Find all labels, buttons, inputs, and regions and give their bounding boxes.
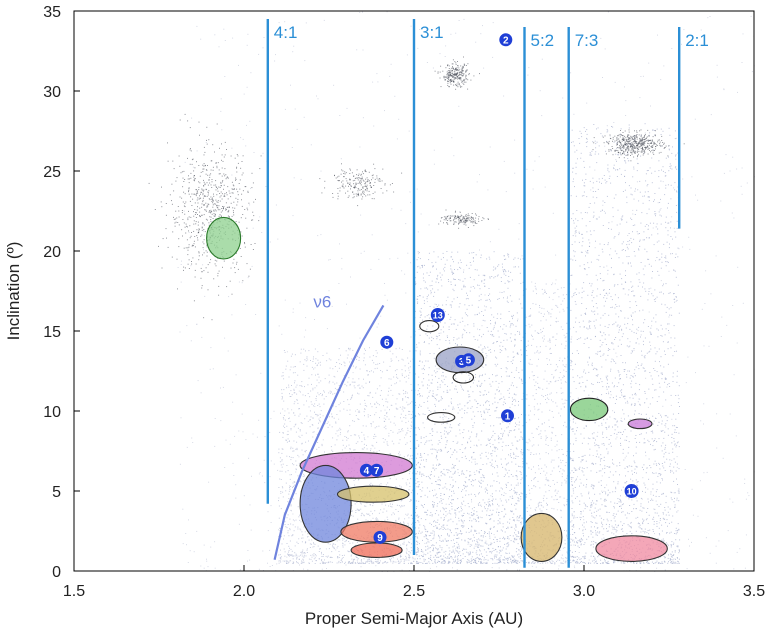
nu6-label: ν6 (313, 292, 331, 311)
y-tick-label: 25 (43, 164, 61, 181)
family-region-5 (351, 543, 402, 557)
x-tick-label: 2.5 (403, 583, 425, 600)
family-label-4: 4 (364, 466, 370, 477)
y-tick-label: 20 (43, 244, 61, 261)
resonance-label-2-1: 2:1 (685, 31, 709, 50)
family-label-13: 13 (433, 311, 443, 321)
asteroid-cloud (149, 11, 755, 572)
y-tick-label: 30 (43, 84, 61, 101)
family-region-10 (428, 413, 455, 423)
family-region-7 (420, 321, 439, 332)
family-label-1: 1 (505, 411, 511, 422)
family-label-9: 9 (377, 533, 383, 544)
x-tick-label: 2.0 (233, 583, 255, 600)
family-region-3 (338, 486, 409, 502)
x-tick-label: 3.0 (573, 583, 595, 600)
family-label-2: 2 (503, 35, 509, 46)
y-tick-label: 5 (52, 484, 61, 501)
x-tick-label: 1.5 (63, 583, 85, 600)
resonance-label-5-2: 5:2 (531, 31, 555, 50)
resonance-label-3-1: 3:1 (420, 23, 444, 42)
y-tick-label: 35 (43, 4, 61, 21)
y-axis-label: Inclination (º) (4, 242, 23, 341)
y-tick-label: 15 (43, 324, 61, 341)
family-region-0 (207, 217, 241, 259)
family-region-12 (570, 398, 607, 420)
family-label-6: 6 (384, 338, 390, 349)
y-tick-label: 10 (43, 404, 61, 421)
family-label-10: 10 (627, 487, 637, 497)
family-label-7: 7 (374, 466, 380, 477)
family-region-9 (453, 372, 473, 383)
family-label-5: 5 (466, 355, 472, 366)
resonance-label-4-1: 4:1 (274, 23, 298, 42)
family-region-11 (521, 513, 562, 561)
x-axis-label: Proper Semi-Major Axis (AU) (305, 609, 523, 628)
x-tick-label: 3.5 (743, 583, 765, 600)
family-region-13 (628, 419, 652, 429)
family-region-14 (596, 536, 667, 562)
resonance-label-7-3: 7:3 (575, 31, 599, 50)
y-tick-label: 0 (52, 564, 61, 581)
